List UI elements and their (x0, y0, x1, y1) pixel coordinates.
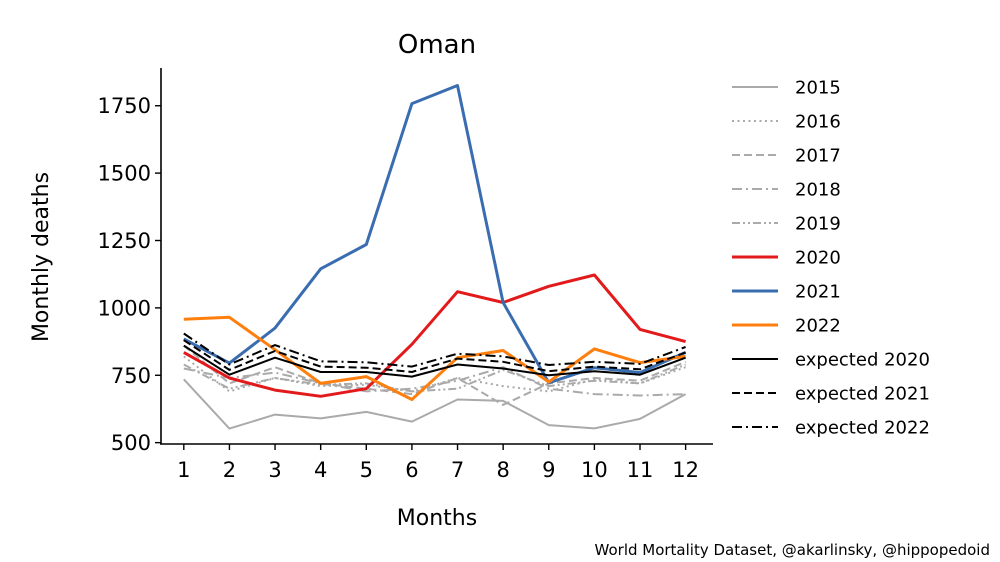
legend-label: 2020 (795, 248, 841, 269)
y-axis-label: Monthly deaths (29, 172, 54, 342)
series-line-2018 (183, 366, 686, 397)
y-tick-label: 1000 (98, 296, 151, 320)
credit-text: World Mortality Dataset, @akarlinsky, @h… (595, 541, 990, 559)
series-line-expected-2022 (183, 332, 686, 368)
x-tick-label: 4 (314, 458, 327, 482)
x-axis-label: Months (397, 506, 477, 531)
y-tick-label: 500 (111, 431, 151, 455)
series-line-expected-2021 (183, 339, 686, 373)
series-line-2021 (183, 84, 687, 385)
x-tick-label: 10 (581, 458, 608, 482)
plot-area (183, 84, 687, 430)
series-line-2022 (183, 315, 686, 401)
legend-label: 2016 (795, 112, 841, 133)
legend-label: 2018 (795, 180, 841, 201)
series-line-2020 (183, 273, 686, 398)
y-tick-label: 750 (111, 364, 151, 388)
y-tick-label: 1250 (98, 229, 151, 253)
legend-label: 2015 (795, 78, 841, 99)
x-tick-label: 1 (177, 458, 190, 482)
y-tick-label: 1500 (98, 162, 151, 186)
series-line-2015 (183, 378, 687, 430)
y-tick-label: 1750 (98, 94, 151, 118)
x-tick-label: 8 (496, 458, 509, 482)
x-tick-label: 6 (405, 458, 418, 482)
x-tick-label: 7 (451, 458, 464, 482)
series-line-2017 (183, 344, 686, 406)
legend-label: expected 2022 (795, 418, 930, 439)
series-line-expected-2020 (183, 344, 686, 378)
legend: 2015 2016 2017 2018 2019 2020 2021 2022 expected… (732, 78, 930, 439)
legend-label: expected 2021 (795, 384, 930, 405)
x-tick-label: 5 (360, 458, 373, 482)
y-ticks: 500 750 1000 1250 1500 1750 (98, 94, 161, 455)
x-tick-label: 12 (672, 458, 699, 482)
legend-label: 2017 (795, 146, 841, 167)
legend-label: 2021 (795, 282, 841, 303)
series-line-2019 (183, 363, 686, 393)
x-tick-label: 9 (542, 458, 555, 482)
legend-label: 2022 (795, 316, 841, 337)
x-tick-label: 11 (627, 458, 654, 482)
x-tick-label: 2 (223, 458, 236, 482)
x-ticks: 1 2 3 4 5 6 7 8 9 10 11 12 (177, 444, 699, 482)
x-tick-label: 3 (268, 458, 281, 482)
legend-label: expected 2020 (795, 350, 930, 371)
chart-title: Oman (398, 30, 476, 60)
legend-label: 2019 (795, 214, 841, 235)
